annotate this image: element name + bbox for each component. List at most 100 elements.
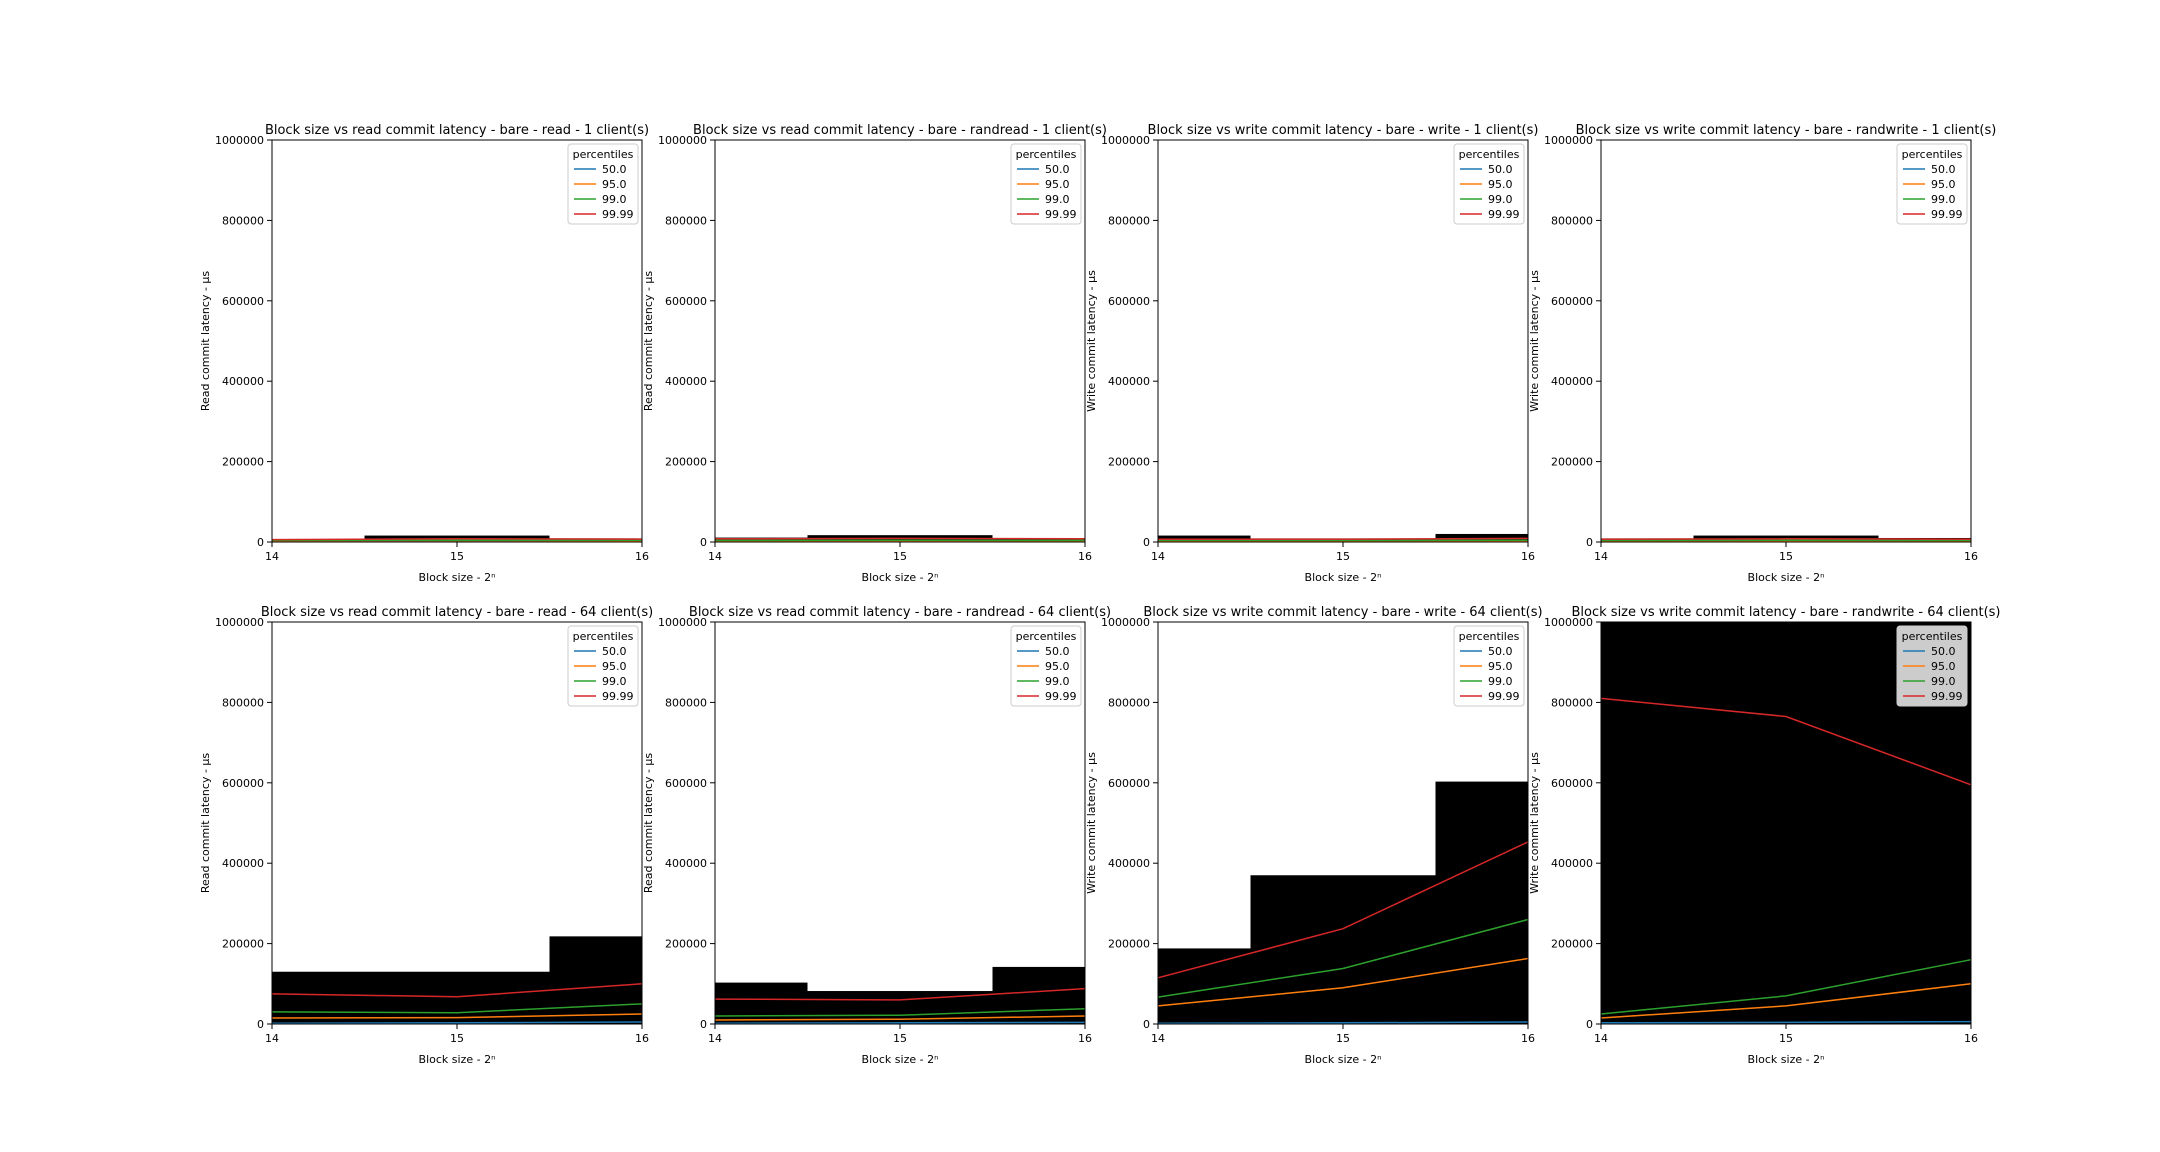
y-tick-label: 200000 [1551,456,1593,469]
series-line-99.99 [1158,537,1529,540]
legend-title: percentiles [1016,148,1077,161]
y-tick-label: 1000000 [215,616,264,629]
legend-entry: 99.99 [602,690,634,703]
max-latency-bar [1158,948,1251,1024]
chart-title: Block size vs write commit latency - bar… [1576,123,1997,138]
legend-box [567,143,639,225]
y-tick-label: 200000 [665,456,707,469]
legend-entry: 99.99 [1045,690,1077,703]
legend: percentiles 50.0 95.0 99.0 99.99 [567,143,639,225]
chart-panel: 0 200000 400000 600000 800000 1000000 14 15 16 Bl… [1528,605,2001,1066]
y-tick-label: 200000 [1108,456,1150,469]
y-tick-label: 600000 [222,777,264,790]
x-tick-label: 16 [1521,1032,1535,1045]
x-tick-label: 15 [450,550,464,563]
x-tick-label: 16 [1521,550,1535,563]
x-axis-label: Block size - 2ⁿ [419,1053,496,1066]
x-axis-label: Block size - 2ⁿ [1748,1053,1825,1066]
legend-box [1896,625,1968,707]
y-tick-label: 400000 [222,375,264,388]
legend-entry: 99.99 [1931,690,1963,703]
chart-panel: 0 200000 400000 600000 800000 1000000 14 15 16 Bl… [1528,123,1996,584]
y-tick-label: 200000 [222,456,264,469]
y-tick-label: 400000 [665,375,707,388]
legend-entry: 95.0 [1488,178,1513,191]
series-line-99.99 [271,983,643,998]
legend-entry: 99.0 [602,675,627,688]
y-tick-label: 200000 [1551,938,1593,951]
series-line-95.0 [1157,957,1529,1007]
max-latency-bar [715,982,808,1024]
x-tick-label: 14 [1594,1032,1608,1045]
legend-entry: 99.0 [1488,675,1513,688]
legend-entry: 95.0 [1931,660,1956,673]
legend-box [1453,625,1525,707]
legend-box [1010,625,1082,707]
legend-entry: 95.0 [602,660,627,673]
y-tick-label: 600000 [1551,777,1593,790]
legend-title: percentiles [1902,630,1963,643]
x-tick-label: 15 [1779,1032,1793,1045]
x-tick-label: 16 [1078,550,1092,563]
x-tick-label: 14 [708,1032,722,1045]
x-tick-label: 14 [1151,550,1165,563]
legend-entry: 99.0 [602,193,627,206]
legend-box [1896,143,1968,225]
series-line-99.0 [1157,918,1529,998]
y-tick-label: 1000000 [658,134,707,147]
x-tick-label: 14 [708,550,722,563]
x-tick-label: 16 [1964,550,1978,563]
series-line-99.0 [1600,958,1972,1015]
legend-box [567,625,639,707]
y-tick-label: 0 [257,1018,264,1031]
legend-entry: 99.0 [1931,193,1956,206]
y-tick-label: 600000 [1108,777,1150,790]
legend-entry: 95.0 [1488,660,1513,673]
y-tick-label: 600000 [665,777,707,790]
legend-entry: 99.0 [1045,193,1070,206]
legend: percentiles 50.0 95.0 99.0 99.99 [1453,625,1525,707]
max-latency-bar [1435,781,1528,1024]
series-line-99.99 [714,987,1086,1001]
y-tick-label: 600000 [1551,295,1593,308]
y-axis-label: Read commit latency - μs [642,271,655,412]
y-tick-label: 0 [257,536,264,549]
x-tick-label: 15 [1779,550,1793,563]
y-tick-label: 1000000 [215,134,264,147]
legend: percentiles 50.0 95.0 99.0 99.99 [1010,625,1082,707]
chart-panel: 0 200000 400000 600000 800000 1000000 14 15 16 Bl… [1085,605,1543,1066]
legend-box [1453,143,1525,225]
series-line-50.0 [714,1021,1086,1024]
chart-title: Block size vs write commit latency - bar… [1572,605,2001,620]
legend-entry: 99.0 [1488,193,1513,206]
y-tick-label: 800000 [1551,696,1593,709]
x-tick-label: 16 [1078,1032,1092,1045]
legend-entry: 99.99 [602,208,634,221]
x-tick-label: 16 [1964,1032,1978,1045]
y-tick-label: 400000 [1108,857,1150,870]
legend-entry: 50.0 [1931,163,1956,176]
legend-entry: 50.0 [1931,645,1956,658]
y-tick-label: 1000000 [658,616,707,629]
series-line-99.0 [714,1007,1086,1017]
legend-entry: 99.0 [1931,675,1956,688]
x-tick-label: 14 [1151,1032,1165,1045]
legend-title: percentiles [1459,148,1520,161]
y-tick-label: 400000 [222,857,264,870]
chart-title: Block size vs write commit latency - bar… [1143,605,1542,620]
series-line-50.0 [1157,1021,1529,1024]
legend-title: percentiles [1016,630,1077,643]
legend-entry: 95.0 [1045,660,1070,673]
legend-entry: 95.0 [1045,178,1070,191]
chart-panel: 0 200000 400000 600000 800000 1000000 14 15 16 Bl… [1085,123,1538,584]
series-line-95.0 [271,1013,643,1019]
series-line-99.99 [1600,697,1972,786]
y-tick-label: 0 [1143,1018,1150,1031]
chart-title: Block size vs write commit latency - bar… [1148,123,1539,138]
series-line-95.0 [714,1015,1086,1021]
y-tick-label: 1000000 [1544,616,1593,629]
y-tick-label: 1000000 [1101,616,1150,629]
legend: percentiles 50.0 95.0 99.0 99.99 [567,625,639,707]
legend-entry: 50.0 [1488,645,1513,658]
